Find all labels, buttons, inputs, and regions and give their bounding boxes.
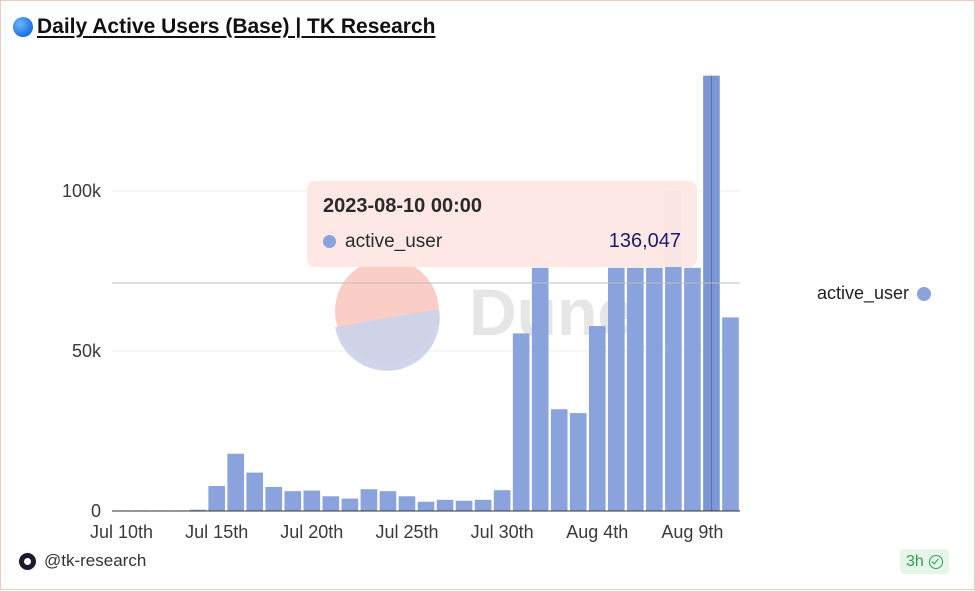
bar bbox=[417, 501, 435, 511]
legend-label: active_user bbox=[817, 283, 910, 303]
check-circle-icon bbox=[928, 554, 943, 569]
bar bbox=[722, 317, 739, 511]
legend-dot bbox=[917, 286, 932, 301]
bar bbox=[303, 490, 321, 511]
tooltip: 2023-08-10 00:00 active_user 136,047 bbox=[307, 181, 697, 267]
bar bbox=[588, 326, 606, 511]
bar bbox=[360, 489, 378, 511]
bar bbox=[208, 486, 225, 511]
y-tick-label: 0 bbox=[91, 501, 101, 521]
tooltip-row: active_user 136,047 bbox=[323, 230, 681, 253]
freshness-label: 3h bbox=[906, 552, 924, 570]
author-handle: @tk-research bbox=[44, 551, 147, 570]
bar bbox=[379, 491, 397, 511]
bar bbox=[398, 496, 416, 511]
bar bbox=[265, 487, 283, 511]
author-link[interactable]: @tk-research bbox=[19, 551, 146, 571]
y-tick-label: 50k bbox=[72, 341, 102, 361]
legend[interactable]: active_user bbox=[817, 283, 932, 304]
tooltip-series-dot bbox=[323, 235, 336, 248]
avatar bbox=[19, 552, 36, 570]
dune-watermark: Dune bbox=[335, 259, 634, 371]
x-tick-label: Aug 9th bbox=[661, 522, 723, 542]
freshness-badge[interactable]: 3h bbox=[900, 549, 949, 574]
x-tick-label: Jul 20th bbox=[280, 522, 343, 542]
bar bbox=[474, 499, 492, 511]
watermark-text: Dune bbox=[469, 275, 634, 349]
bar bbox=[512, 333, 530, 511]
bar bbox=[246, 472, 264, 511]
x-tick-label: Aug 4th bbox=[566, 522, 628, 542]
axis-layer: 0 50k 100k Jul 10th Jul 15th Jul 20th Jul 25th… bbox=[62, 181, 740, 542]
tooltip-value: 136,047 bbox=[608, 230, 681, 252]
tooltip-date: 2023-08-10 00:00 bbox=[323, 195, 483, 217]
x-tick-label: Jul 10th bbox=[90, 522, 153, 542]
x-tick-label: Jul 30th bbox=[471, 522, 534, 542]
y-tick-label: 100k bbox=[62, 181, 102, 201]
title-row[interactable]: Daily Active Users (Base) | TK Research bbox=[13, 15, 435, 39]
tooltip-series-name: active_user bbox=[345, 230, 443, 252]
bar bbox=[493, 490, 511, 511]
bar bbox=[227, 453, 245, 511]
bar bbox=[455, 500, 473, 511]
x-tick-label: Jul 25th bbox=[375, 522, 438, 542]
bar bbox=[684, 267, 701, 511]
bar bbox=[550, 409, 568, 511]
bar bbox=[569, 413, 587, 511]
bar bbox=[531, 267, 549, 511]
chart-title[interactable]: Daily Active Users (Base) | TK Research bbox=[37, 15, 436, 38]
bar bbox=[322, 496, 340, 511]
blue-circle-icon bbox=[13, 17, 33, 37]
bar bbox=[627, 267, 644, 511]
bar bbox=[665, 191, 682, 511]
bar bbox=[189, 509, 206, 511]
bar bbox=[284, 491, 302, 511]
x-tick-label: Jul 15th bbox=[185, 522, 248, 542]
bar bbox=[607, 267, 625, 511]
bars-layer bbox=[112, 75, 740, 512]
watermark-logo-lower bbox=[335, 309, 440, 371]
bar bbox=[436, 499, 454, 511]
bar bbox=[341, 498, 359, 511]
bar bbox=[646, 267, 663, 511]
